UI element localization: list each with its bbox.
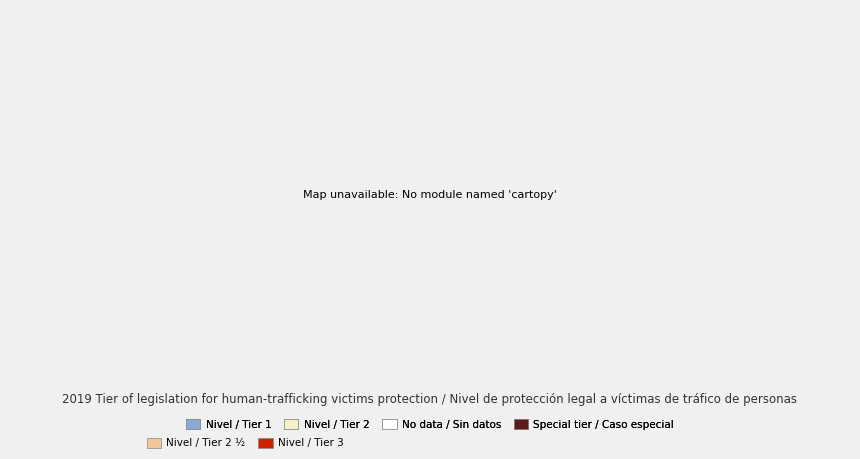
Legend: Nivel / Tier 2 ½, Nivel / Tier 3: Nivel / Tier 2 ½, Nivel / Tier 3 <box>144 435 347 452</box>
Legend: Nivel / Tier 1, Nivel / Tier 2, No data / Sin datos, Special tier / Caso especia: Nivel / Tier 1, Nivel / Tier 2, No data … <box>182 416 678 433</box>
Text: Map unavailable: No module named 'cartopy': Map unavailable: No module named 'cartop… <box>303 190 557 200</box>
Text: 2019 Tier of legislation for human-trafficking victims protection / Nivel de pro: 2019 Tier of legislation for human-traff… <box>63 393 797 406</box>
